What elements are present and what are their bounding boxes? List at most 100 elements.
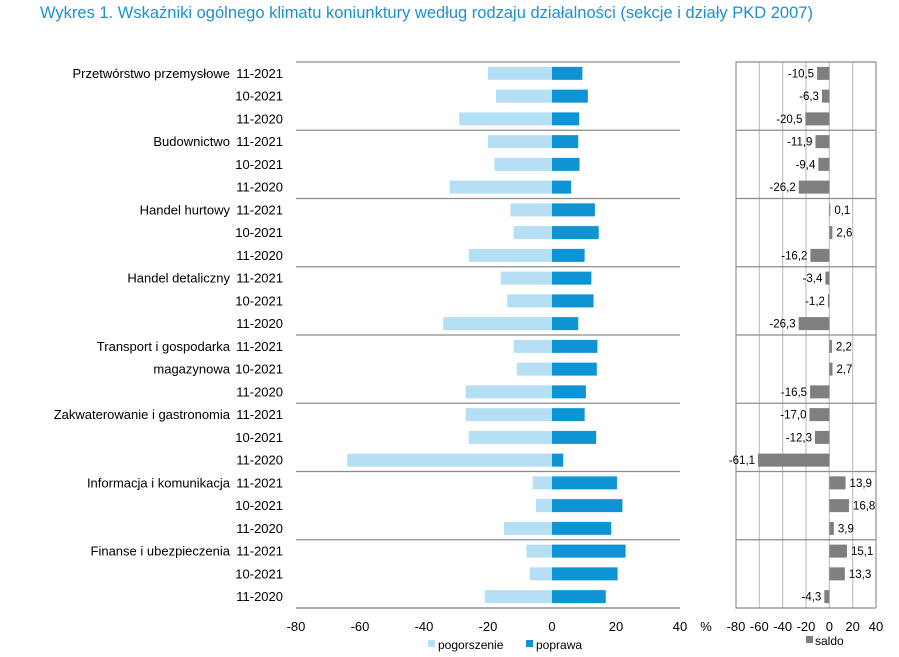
poprawa-bar — [552, 567, 618, 581]
pogorszenie-bar — [496, 89, 552, 103]
period-label: 11-2020 — [236, 521, 283, 536]
saldo-bar — [829, 226, 833, 240]
saldo-bar — [829, 499, 849, 513]
period-label: 11-2020 — [236, 111, 283, 126]
pogorszenie-bar — [459, 112, 552, 126]
saldo-value-label: -26,2 — [770, 182, 796, 194]
period-label: 11-2020 — [236, 384, 283, 399]
period-label: 11-2021 — [236, 66, 283, 81]
saldo-value-label: -6,3 — [799, 91, 819, 103]
poprawa-bar — [552, 476, 617, 490]
saldo-bar — [824, 590, 830, 604]
saldo-bar — [829, 521, 834, 535]
legend-swatch-saldo — [806, 636, 813, 643]
pogorszenie-bar — [347, 453, 552, 467]
category-label: Zakwaterowanie i gastronomia — [54, 407, 231, 422]
poprawa-bar — [552, 66, 583, 80]
period-label: 11-2020 — [236, 248, 283, 263]
saldo-bar — [798, 180, 830, 194]
period-label: 10-2021 — [235, 293, 283, 308]
saldo-bar — [829, 362, 833, 376]
pogorszenie-bar — [468, 248, 552, 262]
saldo-bar — [817, 66, 830, 80]
category-label: Finanse i ubezpieczenia — [91, 544, 231, 559]
saldo-bar — [809, 408, 830, 422]
period-label: 11-2020 — [236, 589, 283, 604]
period-label: 11-2021 — [236, 202, 283, 217]
pogorszenie-bar — [488, 135, 552, 149]
x-tick-label: -60 — [351, 619, 370, 634]
saldo-bar — [810, 385, 830, 399]
legend-label-pogorszenie: pogorszenie — [438, 638, 504, 652]
poprawa-bar — [552, 544, 626, 558]
saldo-value-label: -16,2 — [781, 250, 807, 262]
poprawa-bar — [552, 271, 592, 285]
category-label: Transport i gospodarka — [97, 339, 231, 354]
period-label: 11-2020 — [236, 180, 283, 195]
legend-swatch-poprawa — [526, 640, 533, 647]
x-tick-label: -20 — [479, 619, 498, 634]
saldo-value-label: -3,4 — [803, 273, 823, 285]
saldo-bar — [825, 271, 830, 285]
period-label: 10-2021 — [235, 430, 283, 445]
saldo-x-tick-label: 0 — [826, 619, 833, 634]
saldo-bar — [758, 453, 830, 467]
saldo-value-label: 13,9 — [850, 478, 872, 490]
category-label: magazynowa — [153, 362, 230, 377]
saldo-x-tick-label: 20 — [845, 619, 859, 634]
x-tick-label: 40 — [673, 619, 687, 634]
period-label: 11-2021 — [236, 134, 283, 149]
pogorszenie-bar — [443, 317, 552, 331]
saldo-value-label: -1,2 — [805, 296, 825, 308]
saldo-x-tick-label: -20 — [797, 619, 816, 634]
saldo-value-label: 13,3 — [849, 569, 871, 581]
saldo-value-label: -17,0 — [780, 410, 806, 422]
saldo-bar — [818, 157, 830, 171]
pogorszenie-bar — [513, 226, 552, 240]
period-label: 11-2021 — [236, 339, 283, 354]
saldo-value-label: -26,3 — [769, 319, 795, 331]
saldo-value-label: 16,8 — [853, 501, 875, 513]
pogorszenie-bar — [500, 271, 552, 285]
saldo-bar — [815, 135, 830, 149]
period-label: 10-2021 — [235, 498, 283, 513]
pogorszenie-bar — [468, 430, 552, 444]
saldo-value-label: -12,3 — [786, 432, 812, 444]
period-label: 11-2020 — [236, 453, 283, 468]
category-label: Handel detaliczny — [127, 271, 230, 286]
saldo-value-label: 2,7 — [836, 364, 852, 376]
pogorszenie-bar — [529, 567, 552, 581]
saldo-value-label: -11,9 — [787, 137, 812, 149]
poprawa-bar — [552, 294, 594, 308]
poprawa-bar — [552, 339, 598, 353]
poprawa-bar — [552, 248, 585, 262]
saldo-bar — [821, 89, 830, 103]
category-label: Informacja i komunikacja — [87, 475, 231, 490]
pogorszenie-bar — [516, 362, 552, 376]
period-label: 10-2021 — [235, 89, 283, 104]
saldo-bar — [829, 203, 831, 217]
chart-title: Wykres 1. Wskaźniki ogólnego klimatu kon… — [40, 4, 813, 22]
pogorszenie-bar — [494, 157, 552, 171]
poprawa-bar — [552, 430, 597, 444]
pogorszenie-bar — [507, 294, 552, 308]
poprawa-bar — [552, 408, 585, 422]
pogorszenie-bar — [504, 521, 552, 535]
saldo-value-label: -20,5 — [776, 114, 802, 126]
pogorszenie-bar — [513, 339, 552, 353]
saldo-bar — [829, 339, 832, 353]
saldo-bar — [829, 567, 845, 581]
saldo-bar — [810, 248, 830, 262]
legend-label-saldo: saldo — [815, 634, 844, 648]
period-label: 11-2021 — [236, 407, 283, 422]
pogorszenie-bar — [465, 385, 552, 399]
x-tick-label: 0 — [548, 619, 555, 634]
legend-label-poprawa: poprawa — [536, 638, 582, 652]
saldo-value-label: 15,1 — [851, 546, 873, 558]
saldo-bar — [798, 317, 830, 331]
period-label: 10-2021 — [235, 362, 283, 377]
saldo-value-label: -16,5 — [781, 387, 807, 399]
saldo-bar — [814, 430, 830, 444]
saldo-x-tick-label: -60 — [750, 619, 769, 634]
saldo-bar — [827, 294, 830, 308]
